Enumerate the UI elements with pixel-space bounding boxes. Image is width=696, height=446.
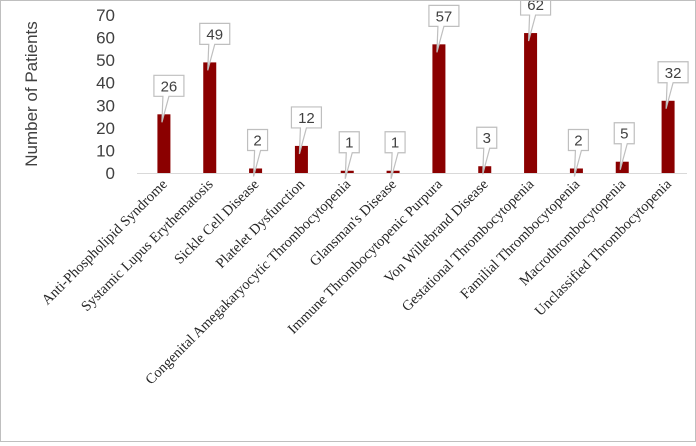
data-label: 2 <box>246 128 269 177</box>
data-label: 2 <box>567 128 590 177</box>
data-label-callout <box>613 122 635 170</box>
y-tick-label: 70 <box>96 6 115 25</box>
data-label-value: 32 <box>665 65 682 82</box>
category-label: Glansman's Disease <box>307 177 400 270</box>
data-label-value: 26 <box>161 78 178 95</box>
data-label: 57 <box>428 4 460 53</box>
y-tick-label: 20 <box>96 119 115 138</box>
data-label: 5 <box>613 122 635 170</box>
y-axis-ticks: 0 10 20 30 40 50 60 70 <box>96 6 115 183</box>
y-tick-label: 0 <box>106 164 115 183</box>
category-label: Sickle Cell Disease <box>171 177 262 268</box>
data-label: 32 <box>657 61 689 109</box>
data-label-value: 12 <box>298 110 315 127</box>
data-label-callout <box>338 131 360 179</box>
data-label-callout <box>290 106 323 155</box>
data-labels: 26 49 2 12 1 1 57 3 62 2 5 32 <box>153 0 689 179</box>
data-label-callout <box>384 131 406 179</box>
data-label: 12 <box>290 106 323 155</box>
data-label-value: 1 <box>391 135 399 152</box>
data-label: 49 <box>199 22 231 71</box>
bars <box>157 33 675 173</box>
data-label-value: 62 <box>527 1 544 14</box>
data-label: 26 <box>153 74 185 123</box>
data-label-value: 3 <box>483 130 491 147</box>
data-label-value: 2 <box>253 132 261 149</box>
bar <box>478 166 492 173</box>
bar <box>524 33 538 173</box>
data-label-value: 57 <box>436 8 453 25</box>
bar <box>294 145 308 173</box>
data-label: 1 <box>338 131 360 179</box>
y-tick-label: 40 <box>96 74 115 93</box>
bar <box>157 114 171 173</box>
data-label-callout <box>246 128 269 177</box>
data-label-value: 5 <box>620 126 628 143</box>
y-tick-label: 50 <box>96 51 115 70</box>
data-label: 62 <box>519 0 552 42</box>
data-label-callout <box>519 0 552 42</box>
data-label: 1 <box>384 131 406 179</box>
y-tick-label: 10 <box>96 141 115 160</box>
data-label: 3 <box>476 126 498 175</box>
data-label-callout <box>567 128 590 177</box>
data-label-callout <box>657 61 689 109</box>
data-label-callout <box>428 4 460 53</box>
bar <box>203 62 217 173</box>
data-label-callout <box>153 74 185 123</box>
y-axis-title: Number of Patients <box>22 21 41 167</box>
data-label-value: 1 <box>345 135 353 152</box>
bar <box>615 161 629 173</box>
data-label-callout <box>476 126 498 175</box>
data-label-value: 49 <box>206 26 223 43</box>
data-label-callout <box>199 22 231 71</box>
y-tick-label: 30 <box>96 96 115 115</box>
data-label-value: 2 <box>574 132 582 149</box>
bar <box>661 100 675 173</box>
y-tick-label: 60 <box>96 29 115 48</box>
bar <box>432 44 446 173</box>
